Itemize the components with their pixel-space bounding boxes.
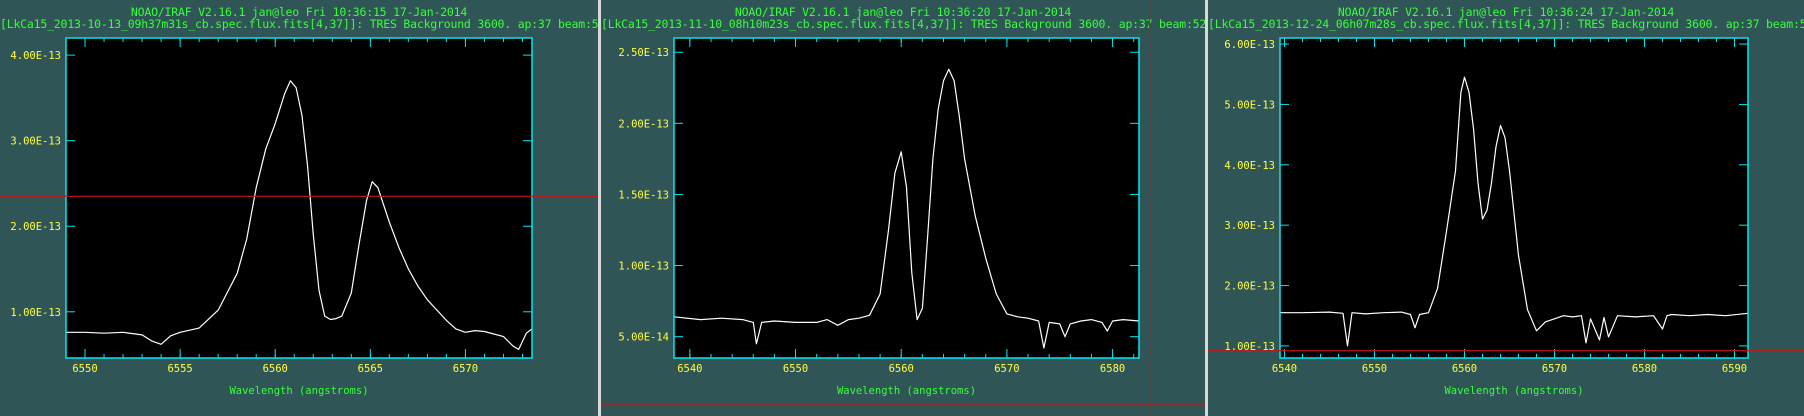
spectrum-plot-3[interactable]: 6540 6550 6560 6570 6580 65901.00E-132.00E-13… bbox=[1208, 0, 1804, 416]
x-tick-label: 6550 bbox=[1362, 363, 1387, 375]
x-tick-label: 6560 bbox=[263, 363, 288, 375]
y-tick-label: 3.00E-13 bbox=[1224, 220, 1275, 232]
spectrum-plot-2[interactable]: 6540 6550 6560 6570 6580 5.00E-14 1.00E-13 1.50… bbox=[601, 0, 1205, 416]
plot-area bbox=[66, 38, 532, 358]
y-tick-label: 1.00E-13 bbox=[10, 307, 61, 319]
x-tick-label: 6550 bbox=[72, 363, 97, 375]
y-tick-label: 5.00E-13 bbox=[1224, 99, 1275, 111]
x-tick-label: 6570 bbox=[994, 363, 1019, 375]
x-axis-label: Wavelength (angstroms) bbox=[837, 385, 976, 397]
x-tick-label: 6560 bbox=[889, 363, 914, 375]
y-tick-label: 5.00E-14 bbox=[618, 332, 669, 344]
y-tick-label: 2.00E-13 bbox=[10, 221, 61, 233]
x-axis-label: Wavelength (angstroms) bbox=[229, 385, 368, 397]
y-tick-label: 6.00E-13 bbox=[1224, 39, 1275, 51]
x-axis-label: Wavelength (angstroms) bbox=[1444, 385, 1583, 397]
y-tick-label: 2.50E-13 bbox=[618, 47, 669, 59]
plot-panel-1: NOAO/IRAF V2.16.1 jan@leo Fri 10:36:15 1… bbox=[0, 0, 598, 416]
x-tick-label: 6570 bbox=[453, 363, 478, 375]
x-tick-label: 6580 bbox=[1632, 363, 1657, 375]
y-tick-label: 4.00E-13 bbox=[10, 50, 61, 62]
plot-area bbox=[1280, 38, 1748, 358]
plot-panel-3: NOAO/IRAF V2.16.1 jan@leo Fri 10:36:24 1… bbox=[1208, 0, 1804, 416]
x-tick-label: 6590 bbox=[1722, 363, 1747, 375]
x-tick-label: 6570 bbox=[1542, 363, 1567, 375]
y-tick-label: 2.00E-13 bbox=[1224, 281, 1275, 293]
x-tick-label: 6540 bbox=[1272, 363, 1297, 375]
y-tick-label: 1.50E-13 bbox=[618, 189, 669, 201]
x-tick-label: 6555 bbox=[167, 363, 192, 375]
spectrum-plot-1[interactable]: 6550 6555 6560 6565 6570 1.00E-13 2.00E-13 3.00… bbox=[0, 0, 598, 416]
x-tick-label: 6565 bbox=[358, 363, 383, 375]
y-tick-label: 1.00E-13 bbox=[618, 261, 669, 273]
plot-area bbox=[674, 38, 1139, 358]
x-tick-label: 6580 bbox=[1100, 363, 1125, 375]
y-tick-label: 2.00E-13 bbox=[618, 118, 669, 130]
y-tick-label: 3.00E-13 bbox=[10, 136, 61, 148]
plot-panel-2: NOAO/IRAF V2.16.1 jan@leo Fri 10:36:20 1… bbox=[601, 0, 1205, 416]
x-tick-label: 6540 bbox=[677, 363, 702, 375]
y-tick-label: 4.00E-13 bbox=[1224, 160, 1275, 172]
x-tick-label: 6560 bbox=[1452, 363, 1477, 375]
x-tick-label: 6550 bbox=[783, 363, 808, 375]
